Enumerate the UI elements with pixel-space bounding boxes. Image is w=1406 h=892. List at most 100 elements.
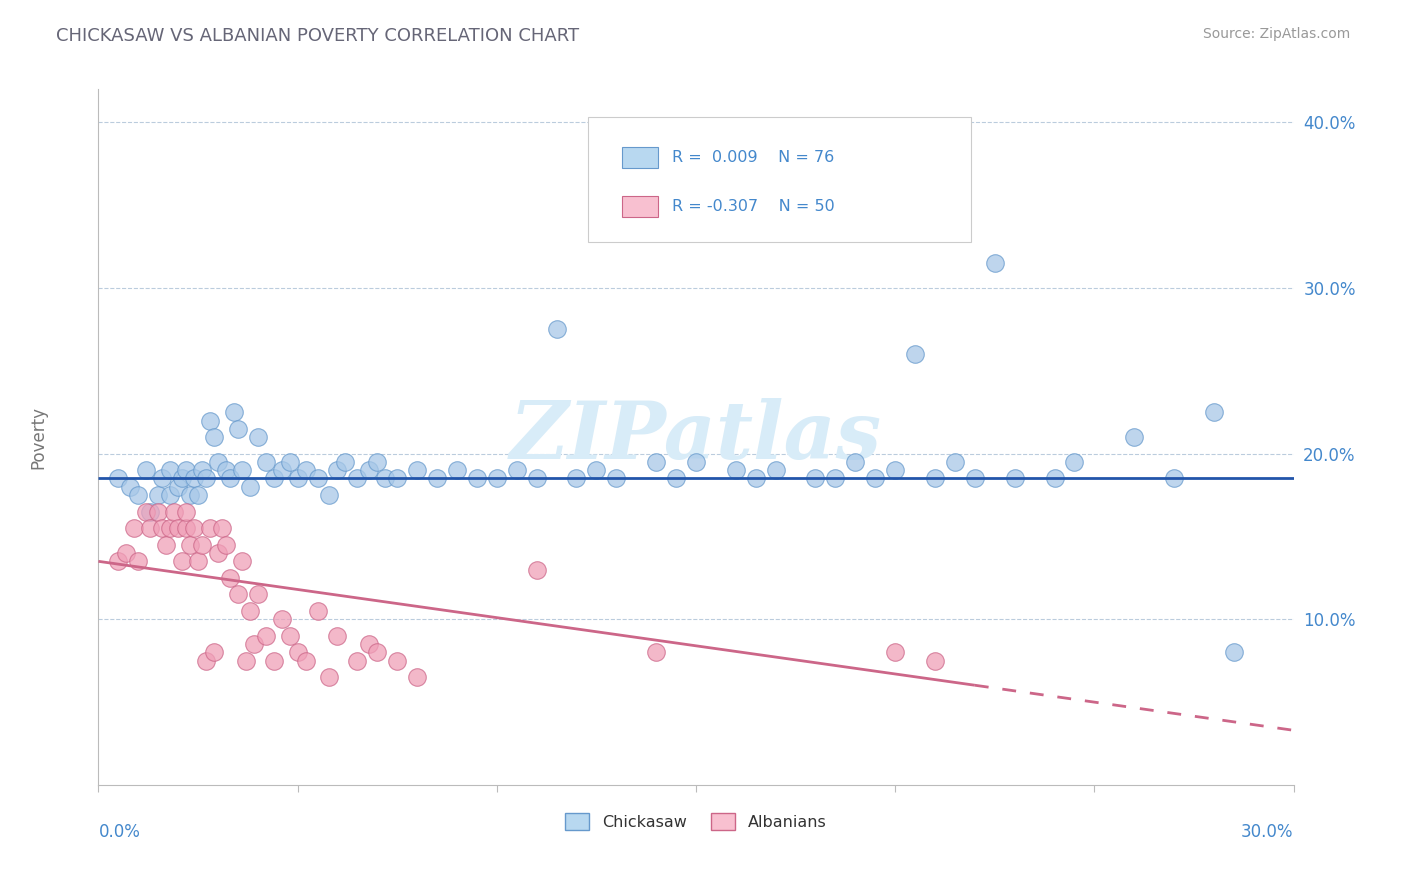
Point	[1163, 471, 1185, 485]
Text: R = -0.307    N = 50: R = -0.307 N = 50	[672, 199, 835, 213]
Point	[219, 571, 242, 585]
Point	[294, 654, 316, 668]
Point	[107, 471, 129, 485]
Point	[385, 654, 409, 668]
Point	[326, 629, 349, 643]
Point	[174, 505, 197, 519]
Point	[198, 413, 221, 427]
Point	[426, 471, 449, 485]
Point	[211, 521, 233, 535]
Point	[359, 463, 381, 477]
Point	[1043, 471, 1066, 485]
Point	[207, 546, 229, 560]
Point	[765, 463, 787, 477]
Point	[127, 554, 149, 568]
Point	[179, 488, 201, 502]
Point	[235, 654, 257, 668]
Point	[254, 455, 277, 469]
Point	[278, 629, 301, 643]
Point	[924, 471, 946, 485]
Point	[191, 463, 214, 477]
Point	[287, 645, 309, 659]
Point	[135, 463, 157, 477]
Point	[385, 471, 409, 485]
Point	[195, 654, 218, 668]
Point	[665, 471, 688, 485]
Point	[406, 463, 429, 477]
Point	[924, 654, 946, 668]
Point	[124, 521, 146, 535]
Point	[645, 645, 668, 659]
Point	[215, 538, 238, 552]
Point	[163, 505, 186, 519]
Point	[115, 546, 138, 560]
Point	[226, 587, 249, 601]
Text: R =  0.009    N = 76: R = 0.009 N = 76	[672, 150, 834, 165]
Point	[159, 521, 181, 535]
Point	[278, 455, 301, 469]
Point	[120, 480, 142, 494]
Point	[374, 471, 396, 485]
Point	[202, 430, 225, 444]
Point	[984, 256, 1007, 270]
Point	[239, 480, 262, 494]
Point	[222, 405, 245, 419]
Point	[150, 521, 173, 535]
Point	[346, 471, 368, 485]
Point	[127, 488, 149, 502]
Point	[546, 322, 568, 336]
Point	[318, 670, 340, 684]
Point	[215, 463, 238, 477]
Point	[183, 521, 205, 535]
Point	[359, 637, 381, 651]
Point	[246, 430, 269, 444]
Point	[326, 463, 349, 477]
Point	[107, 554, 129, 568]
Point	[174, 463, 197, 477]
Point	[645, 455, 668, 469]
Point	[366, 645, 388, 659]
FancyBboxPatch shape	[589, 117, 972, 243]
Point	[485, 471, 508, 485]
Point	[1004, 471, 1026, 485]
Point	[155, 538, 177, 552]
Point	[844, 455, 866, 469]
Point	[346, 654, 368, 668]
Point	[724, 463, 747, 477]
Point	[605, 471, 627, 485]
Point	[198, 521, 221, 535]
Point	[226, 422, 249, 436]
Point	[231, 554, 253, 568]
Point	[526, 471, 548, 485]
Point	[824, 471, 846, 485]
Point	[884, 463, 907, 477]
Point	[366, 455, 388, 469]
Point	[335, 455, 357, 469]
Point	[287, 471, 309, 485]
Point	[307, 471, 329, 485]
Point	[195, 471, 218, 485]
Point	[1202, 405, 1225, 419]
Point	[187, 488, 209, 502]
Point	[526, 563, 548, 577]
Text: Source: ZipAtlas.com: Source: ZipAtlas.com	[1202, 27, 1350, 41]
Point	[294, 463, 316, 477]
Text: Poverty: Poverty	[30, 406, 48, 468]
Point	[139, 505, 162, 519]
Point	[139, 521, 162, 535]
Point	[219, 471, 242, 485]
Point	[884, 645, 907, 659]
Point	[745, 471, 768, 485]
Point	[231, 463, 253, 477]
Legend: Chickasaw, Albanians: Chickasaw, Albanians	[560, 806, 832, 836]
Point	[150, 471, 173, 485]
Point	[135, 505, 157, 519]
Point	[943, 455, 966, 469]
Point	[263, 654, 285, 668]
Point	[179, 538, 201, 552]
Point	[148, 505, 170, 519]
Point	[239, 604, 262, 618]
Point	[446, 463, 468, 477]
Point	[1123, 430, 1146, 444]
Point	[254, 629, 277, 643]
